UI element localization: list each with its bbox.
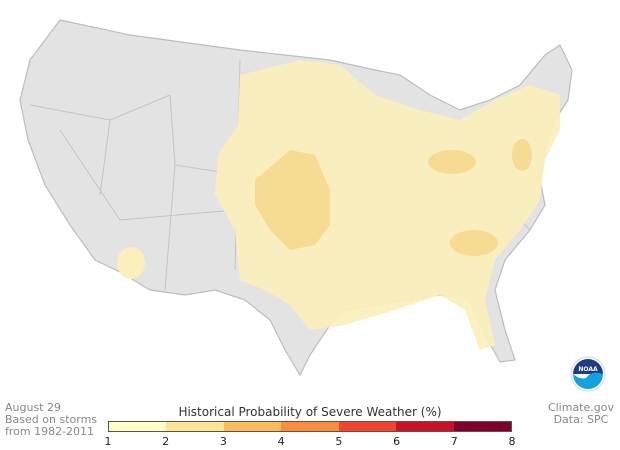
noaa-logo: NOAA (570, 356, 606, 396)
legend-color-bar (108, 421, 512, 432)
basis-line1: Based on storms (5, 413, 98, 426)
probability-area-low (215, 60, 560, 350)
credit-line1: Climate.gov (547, 401, 614, 414)
probability-area-low-arizona (117, 247, 145, 279)
probability-area-mid-carolinas (450, 230, 498, 256)
credit-note: Climate.gov Data: SPC (548, 402, 614, 426)
legend-swatch (109, 422, 167, 431)
basis-line2: from 1982-2011 (5, 425, 95, 438)
probability-area-mid-midatlantic (512, 139, 532, 171)
probability-area-mid-plains (255, 150, 330, 250)
legend-tick: 7 (450, 435, 458, 448)
legend-tick: 3 (219, 435, 227, 448)
date-note: August 29 Based on storms from 1982-2011 (5, 402, 97, 438)
legend-swatch (281, 422, 339, 431)
legend-swatch (338, 422, 397, 431)
legend-title: Historical Probability of Severe Weather… (178, 405, 442, 419)
legend-swatch (453, 422, 511, 431)
credit-line2: Data: SPC (553, 413, 609, 426)
svg-text:NOAA: NOAA (578, 366, 598, 373)
legend-tick: 6 (393, 435, 401, 448)
legend-swatch (166, 422, 224, 431)
legend-tick: 2 (162, 435, 170, 448)
legend-swatch (223, 422, 282, 431)
probability-area-mid-ohio (428, 150, 476, 174)
us-map (19, 19, 573, 377)
date-label: August 29 (5, 401, 61, 414)
legend-tick: 1 (104, 435, 112, 448)
legend-tick: 5 (335, 435, 343, 448)
legend-swatch (396, 422, 454, 431)
legend-tick: 8 (508, 435, 516, 448)
legend-tick: 4 (277, 435, 285, 448)
